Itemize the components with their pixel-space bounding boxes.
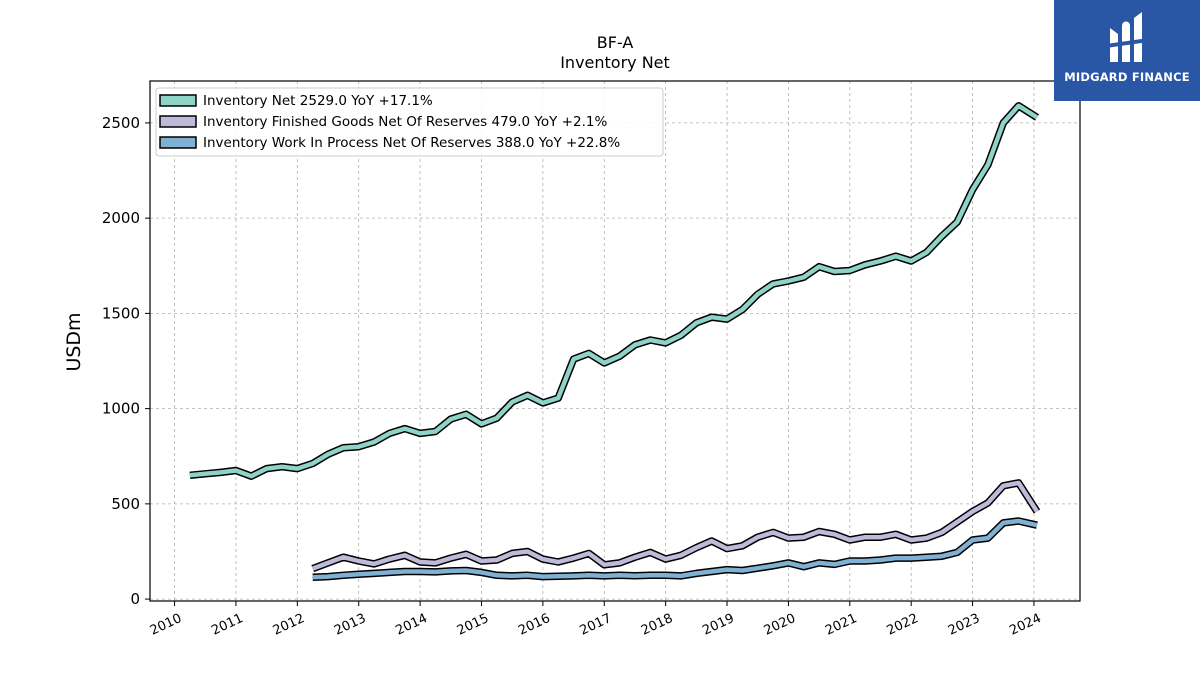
- series-0-outline: [189, 102, 1039, 480]
- series-0-line: [189, 103, 1039, 479]
- series-1-line: [311, 480, 1039, 571]
- x-tick-label: 2012: [271, 611, 307, 639]
- x-tick-label: 2023: [946, 611, 982, 639]
- y-tick-label: 500: [111, 495, 140, 513]
- y-tick-label: 1500: [102, 304, 140, 322]
- legend-swatch: [159, 94, 197, 107]
- legend: Inventory Net 2529.0 YoY +17.1% Inventory…: [155, 87, 664, 157]
- y-tick-label: 2500: [102, 114, 140, 132]
- x-tick-label: 2019: [700, 611, 736, 639]
- x-tick-label: 2011: [209, 611, 245, 639]
- x-tick-label: 2021: [823, 611, 859, 639]
- y-tick-label: 1000: [102, 400, 140, 418]
- x-tick-label: 2016: [516, 611, 552, 639]
- series-2-outline: [312, 517, 1038, 581]
- y-axis-label: USDm: [63, 312, 85, 371]
- x-axis: 2010 2011 2012 2013 2014 2015 2016 2017 2018 2019…: [148, 601, 1044, 639]
- plot-frame: [149, 80, 1081, 602]
- grid-lines: [150, 81, 1080, 601]
- y-axis: 0 500 1000 1500 2000 2500: [102, 114, 150, 608]
- y-tick-label: 2000: [102, 209, 140, 227]
- legend-entry-label: Inventory Work In Process Net Of Reserve…: [203, 135, 620, 151]
- legend-swatch: [159, 136, 197, 149]
- x-tick-label: 2010: [148, 611, 184, 639]
- x-tick-label: 2018: [639, 611, 675, 639]
- x-tick-label: 2020: [762, 611, 798, 639]
- y-tick-label: 0: [130, 590, 140, 608]
- x-tick-label: 2015: [455, 611, 491, 639]
- x-tick-label: 2022: [885, 611, 921, 639]
- series-2-line: [312, 518, 1038, 580]
- brand-name: MIDGARD FINANCE: [1064, 70, 1190, 84]
- legend-swatch: [159, 115, 197, 128]
- chart-subtitle: Inventory Net: [560, 53, 670, 72]
- chart-title: BF-A: [597, 33, 634, 52]
- legend-entry-label: Inventory Finished Goods Net Of Reserves…: [203, 114, 607, 130]
- brand-logo: MIDGARD FINANCE: [1054, 0, 1200, 101]
- x-tick-label: 2013: [332, 611, 368, 639]
- midgard-logo-icon: [1106, 12, 1148, 62]
- legend-box: [155, 87, 664, 157]
- x-tick-label: 2014: [393, 611, 429, 639]
- legend-entry-label: Inventory Net 2529.0 YoY +17.1%: [203, 93, 433, 109]
- x-tick-label: 2017: [578, 611, 614, 639]
- x-tick-label: 2024: [1007, 611, 1043, 639]
- series-layer: [189, 102, 1041, 581]
